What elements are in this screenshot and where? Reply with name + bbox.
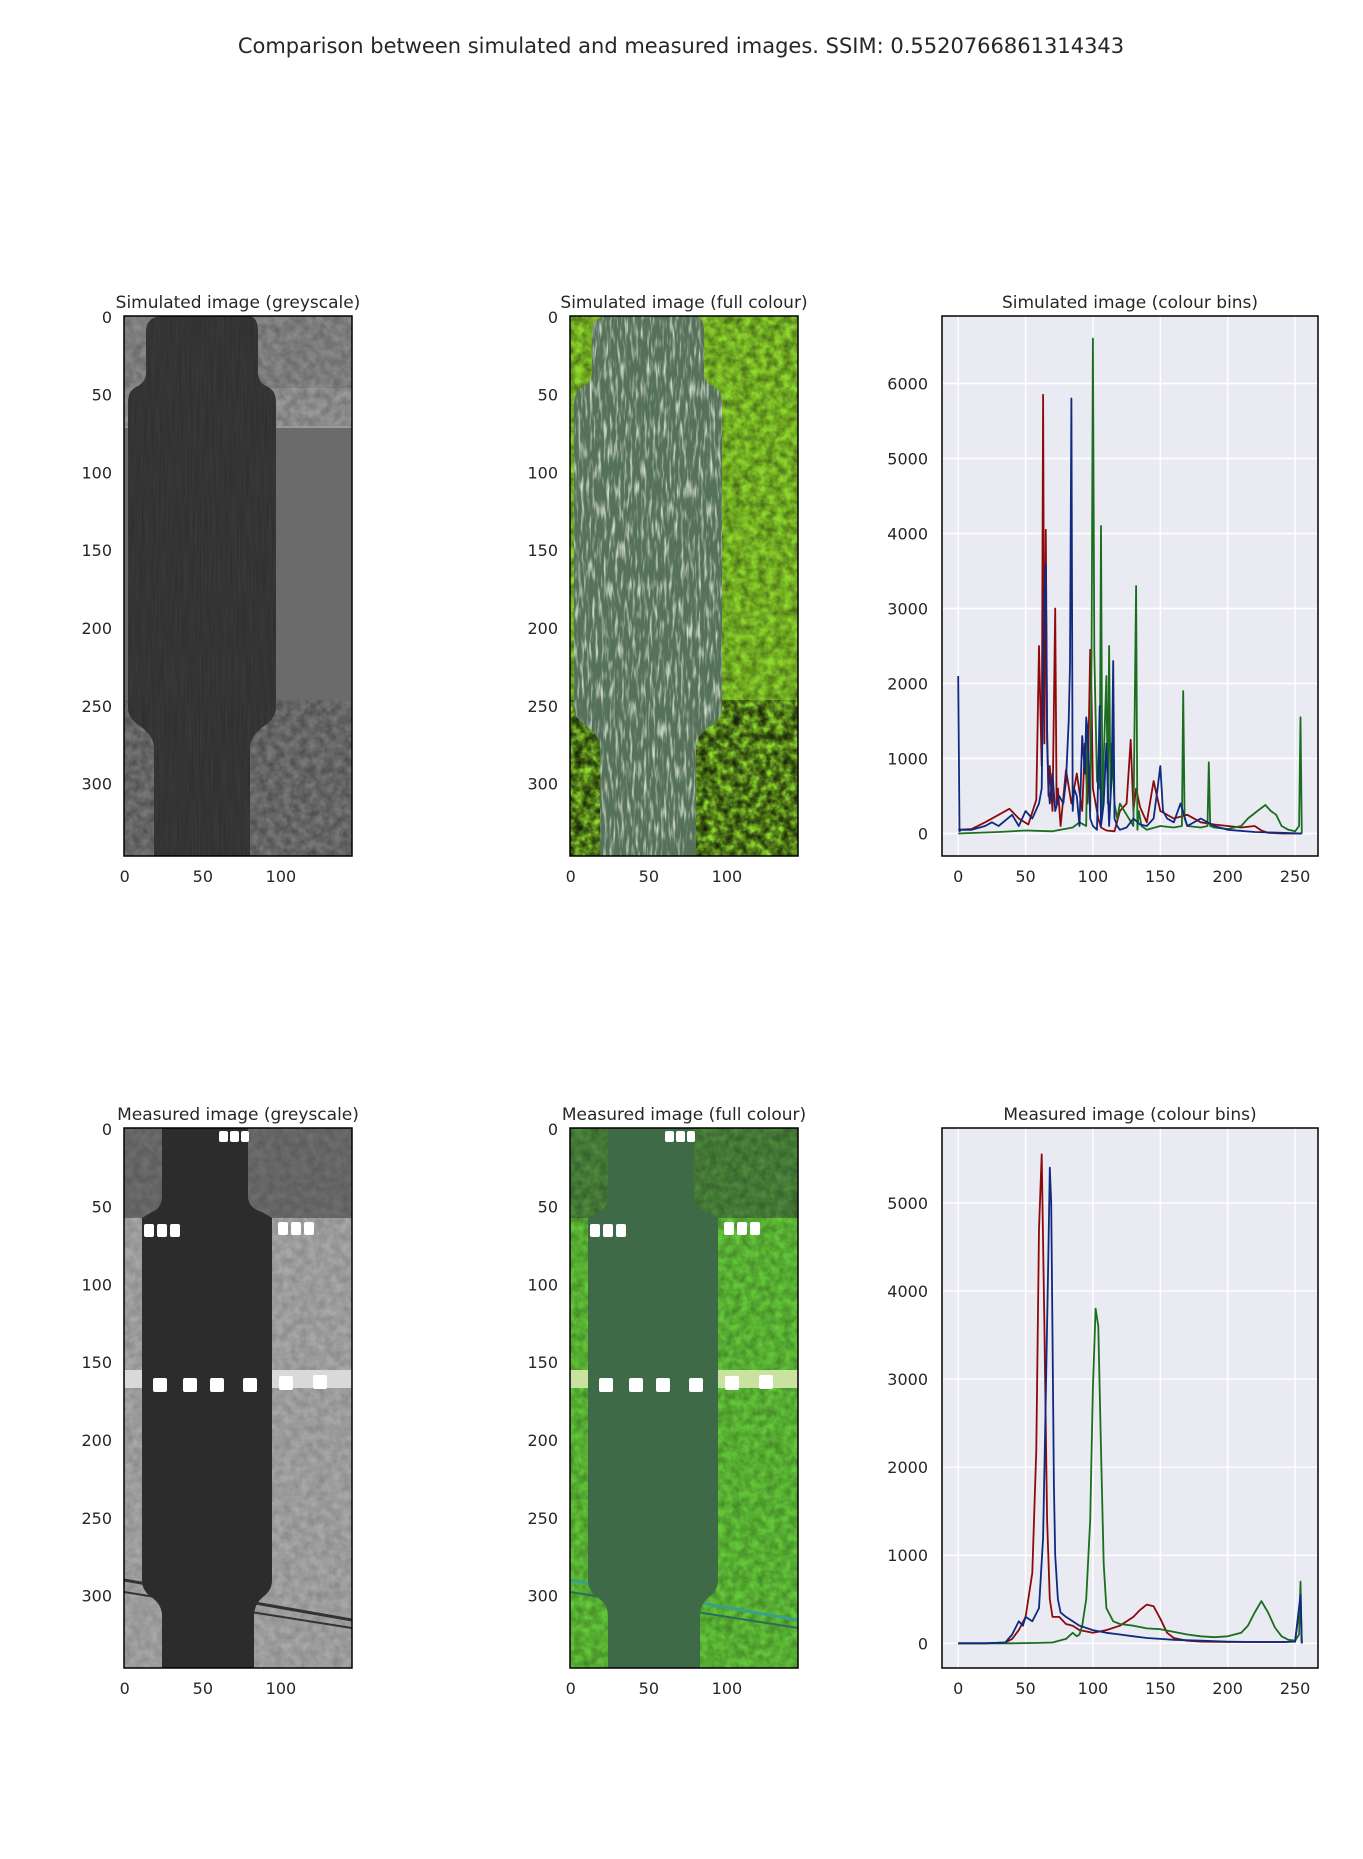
x-tick-label: 100 — [1078, 1679, 1109, 1698]
y-tick-label: 1000 — [887, 750, 928, 769]
y-tick-label: 2000 — [887, 1458, 928, 1477]
series-line-blue — [958, 1166, 1303, 1645]
y-tick-label: 0 — [548, 308, 558, 327]
y-tick-label: 0 — [918, 825, 928, 844]
marker-row-top — [590, 1131, 760, 1237]
series-line-green — [958, 337, 1303, 835]
panel-title: Simulated image (greyscale) — [116, 293, 361, 313]
x-tick-label: 250 — [1280, 1679, 1311, 1698]
y-tick-label: 5000 — [887, 1194, 928, 1213]
y-tick-label: 300 — [527, 775, 558, 794]
series-line-blue — [957, 397, 1302, 835]
y-tick-label: 6000 — [887, 375, 928, 394]
y-tick-label: 200 — [81, 1431, 112, 1450]
y-tick-label: 150 — [527, 1353, 558, 1372]
y-tick-label: 250 — [81, 697, 112, 716]
x-tick-label: 50 — [639, 867, 659, 886]
y-tick-label: 100 — [81, 463, 112, 482]
y-tick-label: 0 — [548, 1120, 558, 1139]
panel-title: Simulated image (full colour) — [560, 293, 807, 313]
y-tick-label: 4000 — [887, 525, 928, 544]
y-tick-label: 2000 — [887, 675, 928, 694]
y-tick-label: 150 — [81, 541, 112, 560]
x-tick-label: 200 — [1212, 867, 1243, 886]
x-tick-label: 0 — [566, 867, 576, 886]
x-tick-label: 250 — [1280, 867, 1311, 886]
y-tick-label: 150 — [527, 541, 558, 560]
x-tick-label: 50 — [639, 1679, 659, 1698]
y-tick-label: 150 — [81, 1353, 112, 1372]
y-tick-label: 0 — [918, 1634, 928, 1653]
simulated-colour-image — [570, 316, 798, 856]
x-tick-label: 150 — [1145, 867, 1176, 886]
x-tick-label: 100 — [266, 867, 297, 886]
chart-title: Measured image (colour bins) — [1003, 1105, 1256, 1125]
y-tick-label: 200 — [527, 1431, 558, 1450]
x-tick-label: 150 — [1145, 1679, 1176, 1698]
target-silhouette — [588, 1128, 718, 1668]
y-tick-label: 4000 — [887, 1282, 928, 1301]
x-tick-label: 0 — [953, 1679, 963, 1698]
image-axis-ticks: 0 50 100 0 50 100 150 200 250 300 0 50 100 0 50 100 150 2… — [81, 308, 742, 1698]
panel-simulated-colour: Simulated image (full colour) — [560, 293, 808, 857]
x-tick-label: 100 — [712, 867, 743, 886]
panel-title: Measured image (full colour) — [562, 1105, 806, 1125]
marker-row-middle — [599, 1375, 773, 1392]
marker-row-top — [144, 1131, 314, 1237]
x-tick-label: 100 — [1078, 867, 1109, 886]
x-tick-label: 50 — [193, 867, 213, 886]
x-tick-label: 0 — [566, 1679, 576, 1698]
y-tick-label: 50 — [538, 386, 558, 405]
measured-colour-image — [570, 1128, 798, 1668]
x-tick-label: 200 — [1212, 1679, 1243, 1698]
x-tick-label: 50 — [1015, 867, 1035, 886]
y-tick-label: 250 — [81, 1509, 112, 1528]
y-tick-label: 3000 — [887, 1370, 928, 1389]
y-tick-label: 100 — [81, 1275, 112, 1294]
y-tick-label: 0 — [102, 1120, 112, 1139]
plot-frame — [941, 1127, 1319, 1669]
chart-title: Simulated image (colour bins) — [1002, 293, 1258, 313]
panel-measured-colour: Measured image (full colour) — [562, 1105, 806, 1669]
x-tick-label: 50 — [1015, 1679, 1035, 1698]
y-tick-label: 300 — [81, 775, 112, 794]
plot-area — [942, 316, 1318, 856]
measured-greyscale-image — [124, 1128, 352, 1668]
y-tick-label: 300 — [81, 1587, 112, 1606]
series-line-green — [958, 1307, 1303, 1645]
plot-frame — [941, 315, 1319, 857]
panel-simulated-colour-bins: Simulated image (colour bins) 0 50 100 150 20… — [887, 293, 1319, 886]
x-tick-label: 50 — [193, 1679, 213, 1698]
x-tick-label: 0 — [120, 1679, 130, 1698]
plot-area — [942, 1128, 1318, 1668]
panel-measured-greyscale: Measured image (greyscale) — [117, 1105, 359, 1669]
y-tick-label: 50 — [92, 386, 112, 405]
x-tick-label: 0 — [953, 867, 963, 886]
panel-title: Measured image (greyscale) — [117, 1105, 359, 1125]
x-tick-label: 100 — [266, 1679, 297, 1698]
panel-simulated-greyscale: Simulated image (greyscale) — [116, 293, 361, 857]
y-tick-label: 250 — [527, 697, 558, 716]
y-tick-label: 50 — [538, 1198, 558, 1217]
y-tick-label: 100 — [527, 463, 558, 482]
y-tick-label: 250 — [527, 1509, 558, 1528]
y-tick-label: 100 — [527, 1275, 558, 1294]
y-tick-label: 0 — [102, 308, 112, 327]
y-tick-label: 300 — [527, 1587, 558, 1606]
target-silhouette — [142, 1128, 272, 1668]
panel-measured-colour-bins: Measured image (colour bins) 0 50 100 150 200… — [887, 1105, 1319, 1698]
marker-row-middle — [153, 1375, 327, 1392]
y-tick-label: 200 — [81, 619, 112, 638]
y-tick-label: 3000 — [887, 600, 928, 619]
simulated-greyscale-image — [124, 316, 352, 856]
y-tick-label: 50 — [92, 1198, 112, 1217]
figure-title: Comparison between simulated and measure… — [238, 34, 1124, 58]
y-tick-label: 1000 — [887, 1546, 928, 1565]
y-tick-label: 200 — [527, 619, 558, 638]
x-tick-label: 0 — [120, 867, 130, 886]
y-tick-label: 5000 — [887, 450, 928, 469]
x-tick-label: 100 — [712, 1679, 743, 1698]
